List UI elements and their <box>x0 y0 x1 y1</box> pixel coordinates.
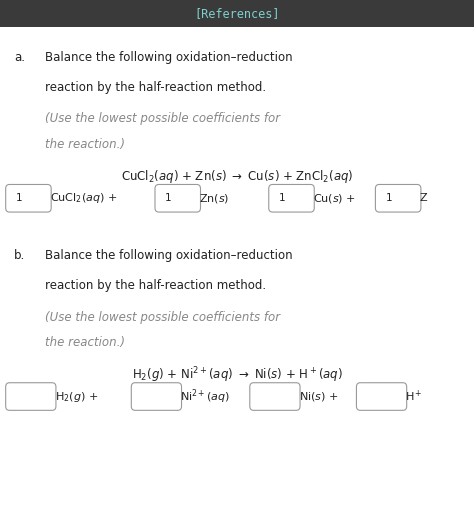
FancyBboxPatch shape <box>131 383 182 410</box>
Text: 1: 1 <box>165 193 172 203</box>
Text: Zn($s$): Zn($s$) <box>199 192 229 205</box>
Text: Ni$^{2+}$($aq$): Ni$^{2+}$($aq$) <box>180 387 230 406</box>
Text: b.: b. <box>14 249 26 262</box>
FancyBboxPatch shape <box>269 184 314 212</box>
Text: a.: a. <box>14 51 25 64</box>
Text: H$_2$($g$) +: H$_2$($g$) + <box>55 389 98 404</box>
Text: Z: Z <box>419 193 427 203</box>
Text: 1: 1 <box>279 193 285 203</box>
FancyBboxPatch shape <box>0 0 474 27</box>
FancyBboxPatch shape <box>356 383 407 410</box>
FancyBboxPatch shape <box>6 184 51 212</box>
Text: the reaction.): the reaction.) <box>45 336 125 349</box>
Text: CuCl$_2$($aq$) + Zn($s$) $\rightarrow$ Cu($s$) + ZnCl$_2$($aq$): CuCl$_2$($aq$) + Zn($s$) $\rightarrow$ C… <box>121 168 353 184</box>
Text: Balance the following oxidation–reduction: Balance the following oxidation–reductio… <box>45 249 292 262</box>
Text: reaction by the half-reaction method.: reaction by the half-reaction method. <box>45 81 266 94</box>
FancyBboxPatch shape <box>375 184 421 212</box>
FancyBboxPatch shape <box>250 383 300 410</box>
Text: Balance the following oxidation–reduction: Balance the following oxidation–reductio… <box>45 51 292 64</box>
Text: reaction by the half-reaction method.: reaction by the half-reaction method. <box>45 279 266 292</box>
Text: Cu($s$) +: Cu($s$) + <box>313 192 356 205</box>
Text: (Use the lowest possible coefficients for: (Use the lowest possible coefficients fo… <box>45 112 280 125</box>
Text: the reaction.): the reaction.) <box>45 138 125 151</box>
Text: CuCl$_2$($aq$) +: CuCl$_2$($aq$) + <box>50 191 117 205</box>
Text: [References]: [References] <box>194 7 280 20</box>
FancyBboxPatch shape <box>6 383 56 410</box>
Text: (Use the lowest possible coefficients for: (Use the lowest possible coefficients fo… <box>45 311 280 323</box>
Text: H$_2$($g$) + Ni$^{2+}$($aq$) $\rightarrow$ Ni($s$) + H$^+$($aq$): H$_2$($g$) + Ni$^{2+}$($aq$) $\rightarro… <box>131 366 343 385</box>
Text: 1: 1 <box>385 193 392 203</box>
FancyBboxPatch shape <box>155 184 201 212</box>
Text: 1: 1 <box>16 193 22 203</box>
Text: H$^+$: H$^+$ <box>405 389 423 404</box>
Text: Ni($s$) +: Ni($s$) + <box>299 390 338 403</box>
